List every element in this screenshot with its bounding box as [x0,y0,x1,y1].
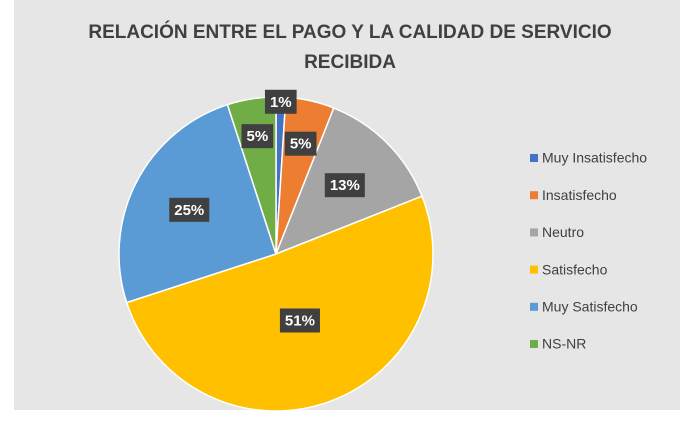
legend-label: Insatisfecho [542,187,617,203]
data-label-box [241,124,274,149]
data-label-box [284,131,317,156]
data-label-text: 5% [290,136,312,153]
data-label-box [324,173,365,198]
legend-swatch [530,302,538,311]
data-label: 1% [264,89,297,114]
data-label-text: 5% [246,128,268,145]
data-label-text: 13% [330,177,360,194]
data-label-box [169,197,210,222]
chart-title: RELACIÓN ENTRE EL PAGO Y LA CALIDAD DE S… [88,22,612,73]
legend-swatch [530,154,538,162]
data-label: 25% [169,197,210,222]
legend-swatch [530,191,538,200]
legend-label: Muy Insatisfecho [542,150,647,166]
data-label: 51% [279,308,320,333]
data-label-text: 51% [285,312,315,329]
legend-label: Neutro [542,224,584,240]
data-label-box [264,89,297,114]
data-label-text: 1% [270,94,292,111]
pie-slice [125,195,434,412]
legend-swatch [530,228,538,237]
legend-swatch [530,265,538,274]
data-label: 5% [241,124,274,149]
data-label: 13% [324,173,365,198]
data-label-box [279,308,320,333]
legend-label: Satisfecho [542,261,608,277]
legend-label: Muy Satisfecho [542,299,638,315]
data-label: 5% [284,131,317,156]
data-label-text: 25% [174,202,204,219]
legend-swatch [530,340,538,348]
legend-label: NS-NR [542,336,586,352]
